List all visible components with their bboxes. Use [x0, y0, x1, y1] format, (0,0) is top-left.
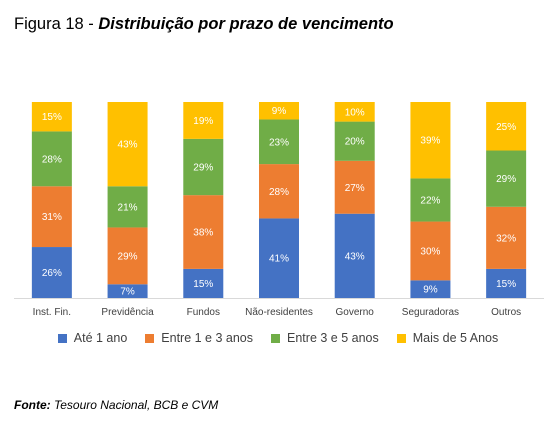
legend-label: Entre 1 e 3 anos	[161, 331, 254, 345]
bar-segment-6-2	[410, 221, 451, 281]
legend-item: Entre 1 e 3 anos	[145, 331, 253, 345]
legend-label: Mais de 5 Anos	[412, 331, 499, 345]
data-label: 32%	[496, 233, 516, 244]
x-tick-label: Outros	[491, 307, 521, 318]
bar-segment-3-2	[183, 195, 224, 269]
data-label: 39%	[420, 136, 440, 147]
legend-swatch	[271, 333, 281, 343]
data-label: 43%	[118, 140, 138, 151]
source-note: Fonte: Tesouro Nacional, BCB e CVM	[14, 398, 218, 412]
data-label: 15%	[42, 112, 62, 123]
data-label: 41%	[269, 254, 289, 265]
bar-segment-7-3	[486, 150, 527, 207]
data-label: 19%	[193, 116, 213, 127]
bar-segment-5-3	[334, 121, 375, 161]
data-label: 9%	[423, 285, 438, 296]
legend-label: Entre 3 e 5 anos	[287, 331, 379, 345]
data-label: 21%	[118, 202, 138, 213]
x-tick-label: Seguradoras	[402, 307, 459, 318]
data-label: 26%	[42, 268, 62, 279]
bar-segment-3-1	[183, 268, 224, 298]
data-label: 15%	[496, 279, 516, 290]
data-label: 28%	[269, 187, 289, 198]
data-label: 43%	[345, 251, 365, 262]
bar-segment-1-3	[31, 131, 72, 187]
legend-swatch	[145, 333, 155, 343]
bar-segment-6-3	[410, 178, 451, 222]
data-label: 38%	[193, 228, 213, 239]
bar-segment-2-4	[107, 102, 148, 187]
bar-segment-5-2	[334, 160, 375, 214]
x-tick-label: Fundos	[187, 307, 220, 318]
data-label: 10%	[345, 107, 365, 118]
legend-item: Até 1 ano	[57, 331, 128, 345]
bar-segment-2-3	[107, 186, 148, 228]
bar-segment-3-4	[183, 102, 224, 139]
legend-item: Mais de 5 Anos	[396, 331, 499, 345]
bar-segment-6-1	[410, 280, 451, 298]
data-label: 15%	[193, 279, 213, 290]
figure-title: Figura 18 - Distribuição por prazo de ve…	[14, 15, 394, 34]
data-label: 7%	[120, 287, 135, 298]
bar-segment-7-4	[486, 102, 527, 151]
data-label: 23%	[269, 137, 289, 148]
x-tick-label: Previdência	[101, 307, 154, 318]
figure-label: Figura 18 -	[14, 15, 99, 33]
figure-subtitle: Distribuição por prazo de vencimento	[98, 15, 394, 33]
x-tick-label: Governo	[336, 307, 375, 318]
legend-swatch	[57, 333, 67, 343]
data-label: 29%	[193, 163, 213, 174]
bar-segment-2-1	[107, 284, 148, 298]
data-label: 31%	[42, 212, 62, 223]
data-label: 20%	[345, 137, 365, 148]
data-label: 22%	[420, 196, 440, 207]
data-label: 29%	[496, 174, 516, 185]
data-label: 30%	[420, 246, 440, 257]
chart-legend: Até 1 ano Entre 1 e 3 anos Entre 3 e 5 ano…	[0, 331, 556, 345]
stacked-bar-chart: 26% 31% 28% 15% Inst. Fin. 7% 29% 21% 43% Previdê…	[14, 102, 544, 318]
bar-segment-7-1	[486, 268, 527, 298]
bar-segment-4-4	[259, 102, 299, 120]
source-text: Tesouro Nacional, BCB e CVM	[50, 398, 219, 412]
bar-segment-4-1	[259, 218, 299, 298]
bar-segment-2-2	[107, 227, 148, 285]
bar-segment-6-4	[410, 102, 451, 179]
legend-swatch	[396, 333, 406, 343]
bar-segment-1-1	[31, 247, 72, 298]
bar-segment-4-3	[259, 119, 299, 165]
data-label: 28%	[42, 154, 62, 165]
bar-segment-5-4	[334, 102, 375, 122]
bar-segment-5-1	[334, 213, 375, 298]
x-tick-label: Inst. Fin.	[33, 307, 71, 318]
data-label: 29%	[118, 251, 138, 262]
x-tick-label: Não-residentes	[245, 307, 313, 318]
legend-item: Entre 3 e 5 anos	[271, 331, 379, 345]
data-label: 25%	[496, 122, 516, 133]
data-label: 27%	[345, 183, 365, 194]
bar-segment-1-4	[31, 102, 72, 132]
source-label: Fonte:	[14, 398, 51, 412]
bar-segment-3-3	[183, 138, 224, 196]
bar-segment-4-2	[259, 164, 299, 219]
bar-segment-7-2	[486, 206, 527, 269]
bar-segment-1-2	[31, 186, 72, 248]
legend-label: Até 1 ano	[73, 331, 128, 345]
data-label: 9%	[272, 106, 287, 117]
